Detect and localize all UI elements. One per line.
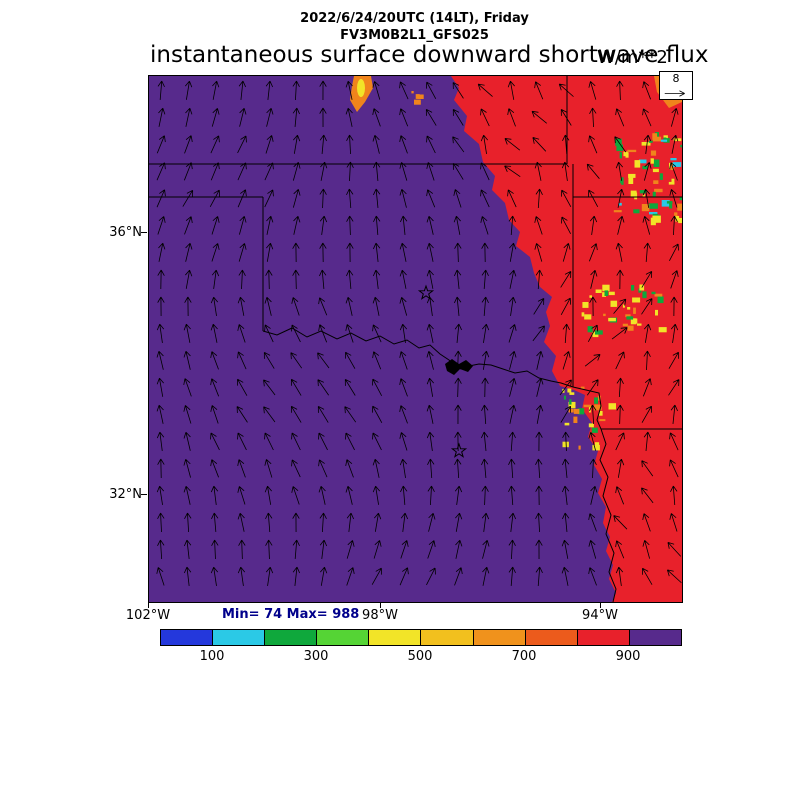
colorbar-segment-4	[368, 630, 421, 645]
lat-label-36n: 36°N	[109, 225, 142, 240]
lon-label-98w: 98°W	[362, 608, 398, 623]
colorbar-tick-500: 500	[407, 649, 433, 664]
colorbar-tick-300: 300	[303, 649, 329, 664]
units-label: W/m**2	[597, 47, 668, 68]
colorbar-segment-5	[420, 630, 473, 645]
city-star-marker	[450, 442, 468, 458]
colorbar-tick-labels: 100 300 500 700 900	[160, 649, 680, 665]
colorbar-segment-2	[264, 630, 317, 645]
lon-label-102w: 102°W	[125, 608, 171, 623]
lat-tick-32n	[141, 494, 147, 495]
colorbar-segment-7	[524, 630, 577, 645]
model-heading: FV3M0B2L1_GFS025	[340, 28, 489, 43]
chart-title: instantaneous surface downward shortwave…	[150, 42, 709, 68]
colorbar-tick-900: 900	[615, 649, 641, 664]
city-star-marker	[417, 284, 435, 300]
colorbar-segment-9	[628, 630, 681, 645]
colorbar	[160, 629, 682, 646]
reference-vector-value: 8	[672, 72, 680, 85]
flux-map	[149, 76, 682, 602]
lat-label-32n: 32°N	[109, 487, 142, 502]
minmax-label: Min= 74 Max= 988	[222, 607, 360, 622]
colorbar-tick-700: 700	[511, 649, 537, 664]
lon-label-94w: 94°W	[582, 608, 618, 623]
map-canvas	[148, 75, 683, 603]
city-star-markers	[417, 284, 468, 458]
lat-tick-36n	[141, 232, 147, 233]
colorbar-segment-6	[472, 630, 525, 645]
colorbar-segment-8	[576, 630, 629, 645]
lon-tick-102w	[148, 602, 149, 608]
colorbar-segment-1	[212, 630, 265, 645]
lon-tick-94w	[600, 602, 601, 608]
colorbar-segment-3	[316, 630, 369, 645]
lon-tick-98w	[380, 602, 381, 608]
colorbar-segment-0	[161, 630, 213, 645]
flux-mid-field	[451, 76, 682, 602]
lake-blob	[445, 359, 473, 375]
wind-vectors	[156, 80, 682, 587]
datetime-heading: 2022/6/24/20UTC (14LT), Friday	[300, 11, 529, 26]
reference-vector-box: 8	[659, 71, 693, 100]
colorbar-tick-100: 100	[199, 649, 225, 664]
reference-vector-arrow	[664, 90, 685, 97]
